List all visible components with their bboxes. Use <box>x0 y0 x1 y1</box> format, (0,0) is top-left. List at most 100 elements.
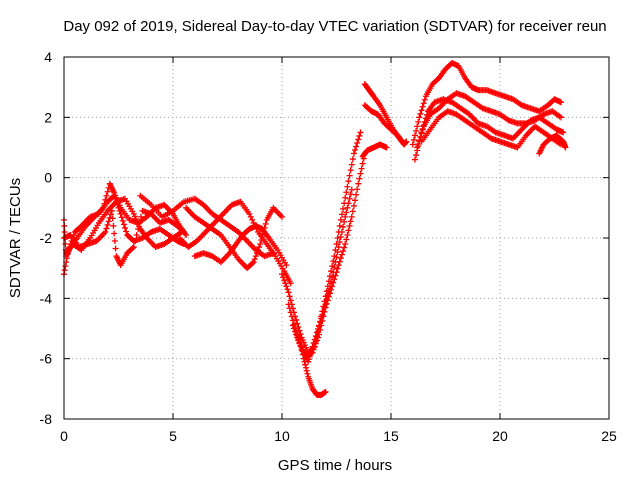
data-point <box>116 207 123 214</box>
data-point <box>138 213 145 220</box>
data-point <box>322 304 329 311</box>
data-point <box>287 280 294 287</box>
data-point <box>246 210 253 217</box>
data-point <box>418 130 425 137</box>
data-point <box>103 225 110 232</box>
data-point <box>311 343 318 350</box>
data-point <box>348 213 355 220</box>
data-point <box>411 132 418 139</box>
x-tick-label: 0 <box>60 428 68 444</box>
data-point <box>383 144 390 151</box>
data-point <box>119 217 126 224</box>
data-point <box>341 244 348 251</box>
data-point <box>421 96 428 103</box>
data-point <box>343 189 350 196</box>
data-point <box>249 216 256 223</box>
data-point <box>289 322 296 329</box>
data-point <box>333 254 340 261</box>
y-tick-label: -8 <box>40 411 53 427</box>
data-point <box>348 186 355 193</box>
data-point <box>349 156 356 163</box>
data-point <box>69 235 76 241</box>
data-point <box>286 293 293 300</box>
data-point <box>329 283 336 290</box>
data-point <box>345 200 352 207</box>
y-tick-label: -2 <box>40 230 53 246</box>
data-point <box>178 228 185 235</box>
data-point <box>117 210 124 217</box>
data-point <box>353 191 360 198</box>
data-point <box>257 241 264 248</box>
data-point <box>347 167 354 174</box>
data-point <box>342 194 349 201</box>
axis-ticks: 0 5 10 15 20 25 -8 -6 -4 -2 0 2 4 <box>40 49 617 444</box>
data-point <box>341 218 348 225</box>
sat-track-11 <box>296 331 329 398</box>
data-point <box>338 211 345 218</box>
data-point <box>132 238 139 245</box>
data-point <box>279 271 285 278</box>
data-point <box>105 218 112 225</box>
data-point <box>331 276 338 283</box>
data-point <box>133 231 140 238</box>
data-point <box>346 172 353 179</box>
sat-track-14 <box>361 102 405 145</box>
data-point <box>415 140 422 147</box>
data-point <box>250 259 257 266</box>
y-tick-label: 0 <box>44 170 52 186</box>
data-point <box>337 233 344 240</box>
sat-track-16 <box>409 60 565 148</box>
data-point <box>332 272 339 279</box>
data-point <box>350 202 357 209</box>
data-point <box>414 123 421 130</box>
data-point <box>344 231 351 238</box>
data-point <box>357 129 364 136</box>
data-point <box>303 367 310 374</box>
data-point <box>419 103 426 110</box>
data-point <box>310 346 317 353</box>
data-point <box>419 126 426 133</box>
data-point <box>411 156 418 163</box>
data-point <box>418 107 425 114</box>
data-point <box>251 256 258 263</box>
data-point <box>415 118 422 125</box>
data-point <box>338 228 345 235</box>
data-point <box>288 313 295 320</box>
data-point <box>328 286 335 293</box>
data-point <box>110 222 117 229</box>
data-point <box>355 136 362 143</box>
data-point <box>293 331 300 338</box>
data-point <box>562 144 569 151</box>
data-points <box>61 60 569 398</box>
sat-track-15 <box>359 141 390 160</box>
data-point <box>345 227 352 234</box>
data-point <box>130 244 137 251</box>
data-point <box>558 114 565 121</box>
data-point <box>338 251 345 258</box>
data-point <box>111 192 118 199</box>
data-point <box>102 228 109 235</box>
data-point <box>109 215 116 222</box>
data-point <box>359 160 366 167</box>
x-axis-label: GPS time / hours <box>278 457 392 474</box>
data-point <box>183 231 190 238</box>
data-point <box>410 136 417 143</box>
data-point <box>334 235 341 241</box>
data-point <box>560 129 567 136</box>
data-point <box>129 245 136 252</box>
data-point <box>301 358 308 365</box>
data-point <box>322 388 329 395</box>
x-tick-label: 20 <box>492 428 508 444</box>
data-point <box>287 297 294 304</box>
data-point <box>330 279 337 286</box>
data-point <box>247 213 254 220</box>
data-point <box>61 228 68 235</box>
data-point <box>331 264 338 271</box>
data-point <box>63 255 70 262</box>
data-point <box>283 262 290 269</box>
data-point <box>318 322 325 329</box>
data-point <box>317 327 324 334</box>
sat-track-13 <box>361 81 410 148</box>
data-point <box>122 224 129 231</box>
data-point <box>350 150 357 157</box>
